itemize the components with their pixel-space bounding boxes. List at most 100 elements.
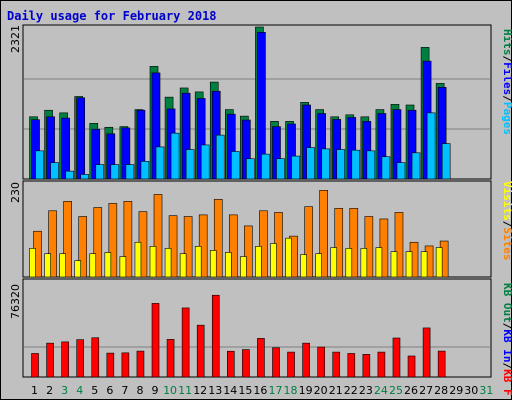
pages-bar <box>170 132 180 180</box>
visits-bar <box>29 248 36 278</box>
pages-bar <box>366 150 376 180</box>
sites-bar <box>304 206 313 278</box>
pages-bar <box>426 112 436 180</box>
visits-bar <box>59 253 66 278</box>
kb-f-bar <box>437 350 446 378</box>
day-label: 24 <box>374 384 388 397</box>
pages-bar <box>381 156 391 180</box>
legend-bottom: KB Out/KB In/KB F <box>501 283 512 396</box>
visits-bar <box>435 247 443 278</box>
sites-bar <box>213 199 223 278</box>
day-label: 16 <box>253 384 267 397</box>
sites-bar <box>153 194 163 278</box>
sites-bar <box>93 207 103 278</box>
visits-bar <box>300 254 307 278</box>
day-label: 25 <box>389 384 403 397</box>
visits-bar <box>104 252 112 278</box>
kb-f-bar <box>91 337 100 378</box>
day-label: 13 <box>208 384 222 397</box>
visits-bar <box>330 247 338 278</box>
svg-text:Hits/Files/Pages: Hits/Files/Pages <box>501 29 512 135</box>
visits-bar <box>164 248 172 278</box>
visits-bar <box>44 253 51 278</box>
visits-bar <box>390 251 398 278</box>
sites-bar <box>63 201 72 278</box>
visits-bar <box>119 256 127 278</box>
visits-bar <box>270 243 277 278</box>
sites-bar <box>229 214 238 278</box>
day-label: 28 <box>434 384 448 397</box>
chart-title: Daily usage for February 2018 <box>7 9 217 23</box>
kb-f-bar <box>196 324 205 378</box>
kb-f-bar <box>377 351 386 378</box>
pages-bar <box>306 147 315 180</box>
pages-bar <box>441 143 451 180</box>
kb-f-bar <box>181 307 190 378</box>
day-label: 14 <box>223 384 237 397</box>
visits-bar <box>209 250 217 278</box>
pages-bar <box>411 152 421 180</box>
day-label: 29 <box>449 384 463 397</box>
kb-f-bar <box>347 353 356 378</box>
kb-f-bar <box>227 350 235 378</box>
sites-bar <box>244 225 253 278</box>
legend-top: Hits/Files/Pages <box>501 29 512 135</box>
legend-kb-f: KB F <box>501 369 512 396</box>
pages-bar <box>336 149 346 180</box>
legend-visits: Visits <box>501 181 512 221</box>
day-label: 30 <box>464 384 478 397</box>
kb-f-bar <box>121 352 130 378</box>
kb-f-bar <box>136 350 145 378</box>
day-label: 18 <box>284 384 298 397</box>
visits-bar <box>74 260 82 278</box>
sites-bar <box>108 203 118 278</box>
day-label: 12 <box>193 384 207 397</box>
legend-middle: Visits/Sites <box>501 181 512 261</box>
pages-bar <box>321 148 330 180</box>
day-label: 7 <box>121 384 128 397</box>
visits-bar <box>225 252 232 278</box>
kb-f-bar <box>392 337 401 378</box>
visits-bar <box>285 237 292 278</box>
visits-bar <box>360 248 368 278</box>
pages-bar <box>140 161 150 180</box>
files-bar <box>61 117 70 180</box>
pages-bar <box>50 162 59 180</box>
kb-f-bar <box>166 339 175 378</box>
day-label: 3 <box>61 384 68 397</box>
kb-f-bar <box>76 339 85 378</box>
pages-bar <box>125 164 135 180</box>
visits-bar <box>179 253 187 278</box>
day-label: 10 <box>163 384 177 397</box>
pages-bar <box>200 144 210 180</box>
visits-bar <box>134 241 142 278</box>
kb-f-bar <box>332 351 341 378</box>
kb-f-bar <box>302 342 310 378</box>
visits-bar <box>149 246 157 278</box>
kb-f-bar <box>287 351 295 378</box>
day-label: 11 <box>178 384 192 397</box>
pages-bar <box>80 174 90 180</box>
kb-f-bar <box>362 354 371 378</box>
visits-bar <box>375 247 383 278</box>
legend-files: Files <box>501 62 512 95</box>
visits-bar <box>240 256 247 278</box>
sites-bar <box>78 216 88 278</box>
legend-kb-in: KB In <box>501 329 512 362</box>
visits-bar <box>420 251 428 278</box>
svg-text:KB Out/KB In/KB F: KB Out/KB In/KB F <box>501 283 512 396</box>
kb-f-bar <box>211 294 220 378</box>
day-label: 17 <box>268 384 282 397</box>
sites-bar <box>319 190 328 278</box>
kb-f-bar <box>31 353 39 378</box>
kb-f-bar <box>106 352 115 378</box>
day-label: 23 <box>359 384 373 397</box>
kb-ymax-label: 76320 <box>9 284 22 319</box>
day-label: 19 <box>299 384 313 397</box>
day-label: 15 <box>238 384 252 397</box>
pages-bar <box>185 149 195 180</box>
kb-f-bar <box>257 338 265 378</box>
svg-text:Visits/Sites: Visits/Sites <box>501 181 512 261</box>
